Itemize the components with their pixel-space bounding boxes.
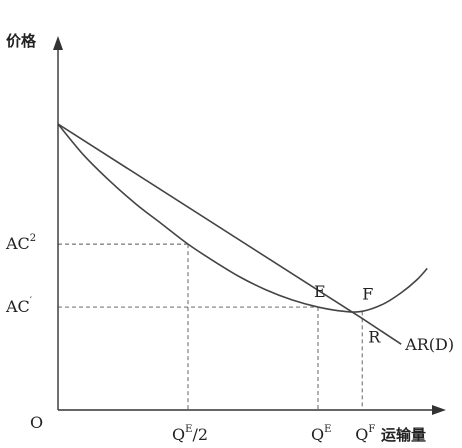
demand-series-label: AR(D)	[404, 335, 454, 354]
y-tick-ac1: AC′	[5, 296, 33, 316]
x-tick-qf: QF	[355, 424, 375, 444]
x-axis-label: 运输量	[381, 426, 426, 444]
y-tick-ac2: AC2	[5, 233, 36, 253]
x-tick-qe-half: QE/2	[172, 424, 208, 444]
curves	[57, 123, 428, 345]
average-cost-curve	[57, 123, 428, 313]
point-e-label: E	[314, 282, 326, 301]
origin-label: O	[30, 413, 43, 432]
guide-lines	[58, 243, 363, 410]
demand-curve	[57, 123, 402, 345]
x-tick-qe: QE	[311, 424, 331, 444]
y-axis-label: 价格	[6, 32, 37, 50]
tick-labels: QE/2 QE QF AC2 AC′	[5, 233, 375, 444]
point-f-label: F	[362, 284, 373, 303]
series-labels: AR(D)	[404, 335, 454, 354]
point-r-label: R	[368, 327, 381, 346]
point-labels: E F R	[314, 282, 381, 346]
y-axis-arrow	[53, 36, 63, 50]
x-axis-arrow	[432, 405, 446, 415]
